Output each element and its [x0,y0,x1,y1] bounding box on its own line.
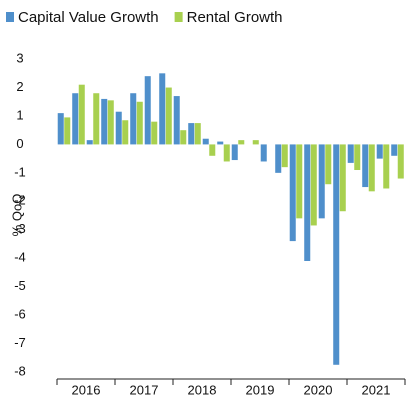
bar [217,141,224,145]
y-tick-label: -4 [14,250,26,265]
legend-swatch [174,12,183,22]
bar [115,111,122,145]
bar [238,140,245,145]
x-tick-label: 2016 [72,382,101,397]
bar [107,100,114,145]
bar [354,144,361,171]
y-tick-label: -7 [14,335,26,350]
bar [252,140,259,145]
bar [296,144,303,219]
bar [165,87,172,145]
bar [289,144,296,242]
bar [304,144,311,261]
bar [339,144,346,212]
bar [397,144,404,179]
bar [144,76,151,145]
bar [383,144,390,189]
bar [362,144,369,188]
bar [260,144,267,162]
legend: Capital Value Growth Rental Growth [6,9,283,26]
bar [173,96,180,145]
bar [347,144,354,163]
bar [151,121,158,145]
y-tick-label: -8 [14,363,26,378]
bar [159,73,166,145]
bar [78,84,85,145]
legend-label: Rental Growth [187,9,283,26]
y-tick-label: -2 [14,193,26,208]
y-axis-label: % QoQ [9,194,24,237]
bar [376,144,383,159]
bar [57,113,64,145]
x-tick-label: 2018 [188,382,217,397]
bar [281,144,288,168]
y-tick-label: 2 [16,79,23,94]
bar [136,101,143,145]
legend-label: Capital Value Growth [18,9,159,26]
y-tick-label: -5 [14,278,26,293]
y-tick-label: 3 [16,51,23,66]
bar [202,138,209,145]
bar [275,144,282,173]
bar [318,144,325,219]
bar [64,117,71,145]
bar [325,144,332,185]
bar [231,144,238,161]
y-tick-label: -3 [14,221,26,236]
bar [209,144,216,156]
bar [391,144,398,156]
bar [93,93,100,145]
y-tick-label: -1 [14,164,26,179]
bar [130,93,137,145]
bar [333,144,340,365]
legend-swatch [6,12,14,22]
bar [101,98,108,145]
bar [194,123,201,145]
bar [122,120,129,145]
bar [86,140,93,145]
x-tick-label: 2021 [362,382,391,397]
bar [310,144,317,226]
x-tick-label: 2019 [246,382,275,397]
bar [72,93,79,145]
bar [188,123,195,145]
y-tick-label: -6 [14,306,26,321]
bar [223,144,230,162]
x-tick-label: 2020 [304,382,333,397]
y-tick-label: 0 [16,136,23,151]
bar [180,130,187,145]
bar [368,144,375,192]
x-tick-label: 2017 [130,382,159,397]
y-tick-label: 1 [16,107,23,122]
